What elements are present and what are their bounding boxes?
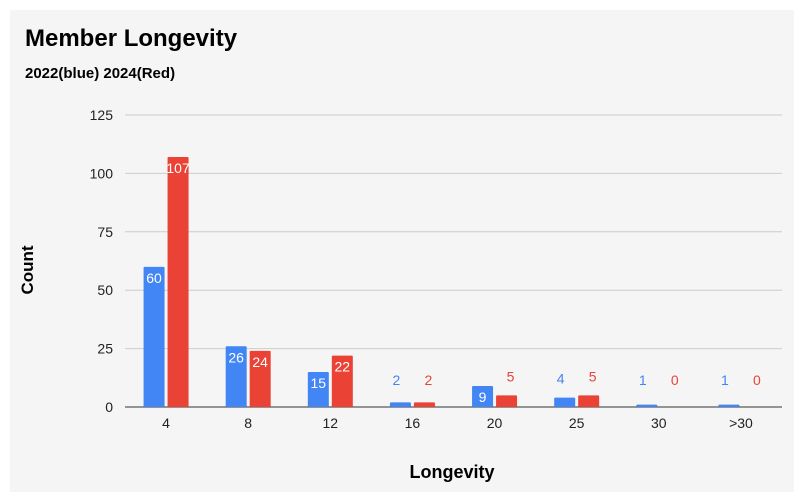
data-label: 26 [228, 349, 244, 365]
data-label: 24 [252, 354, 268, 370]
data-label: 2 [393, 372, 401, 388]
x-tick-label: 25 [569, 415, 585, 431]
x-tick-label: 30 [651, 415, 667, 431]
y-tick-label: 25 [97, 341, 113, 357]
data-label: 5 [589, 368, 597, 384]
bar-2022 [718, 404, 740, 407]
x-tick-label: 20 [487, 415, 503, 431]
x-tick-label: 16 [405, 415, 421, 431]
x-axis-label: Longevity [409, 462, 495, 482]
bar-2022 [636, 404, 658, 407]
bar-2024 [578, 395, 600, 407]
bar-2022 [472, 385, 494, 407]
x-tick-label: 8 [244, 415, 252, 431]
y-tick-label: 75 [97, 224, 113, 240]
chart-card [10, 10, 794, 492]
bar-2024 [496, 395, 518, 407]
y-tick-label: 50 [97, 282, 113, 298]
bar-2022 [554, 397, 576, 407]
data-label: 60 [146, 270, 162, 286]
data-label: 15 [311, 375, 327, 391]
data-label: 22 [335, 359, 351, 375]
chart-subtitle: 2022(blue) 2024(Red) [25, 65, 176, 82]
data-label: 4 [557, 371, 565, 387]
data-label: 0 [753, 372, 761, 388]
x-tick-label: 4 [162, 415, 170, 431]
bar-2022 [389, 402, 411, 407]
bar-2024 [331, 355, 353, 407]
y-tick-label: 100 [90, 165, 114, 181]
x-tick-label: 12 [323, 415, 339, 431]
data-label: 5 [507, 368, 515, 384]
data-label: 2 [425, 372, 433, 388]
bar-2024 [249, 350, 271, 407]
bar-2022 [307, 371, 329, 407]
bar-2022 [225, 346, 247, 407]
bar-2024 [167, 157, 189, 407]
bar-2024 [413, 402, 435, 407]
data-label: 9 [479, 389, 487, 405]
y-tick-label: 125 [90, 107, 114, 123]
data-label: 1 [639, 372, 647, 388]
y-tick-label: 0 [105, 399, 113, 415]
data-label: 1 [721, 372, 729, 388]
x-tick-label: >30 [729, 415, 753, 431]
bar-2022 [143, 266, 165, 407]
chart-title: Member Longevity [25, 25, 238, 52]
data-label: 0 [671, 372, 679, 388]
data-label: 107 [166, 160, 190, 176]
